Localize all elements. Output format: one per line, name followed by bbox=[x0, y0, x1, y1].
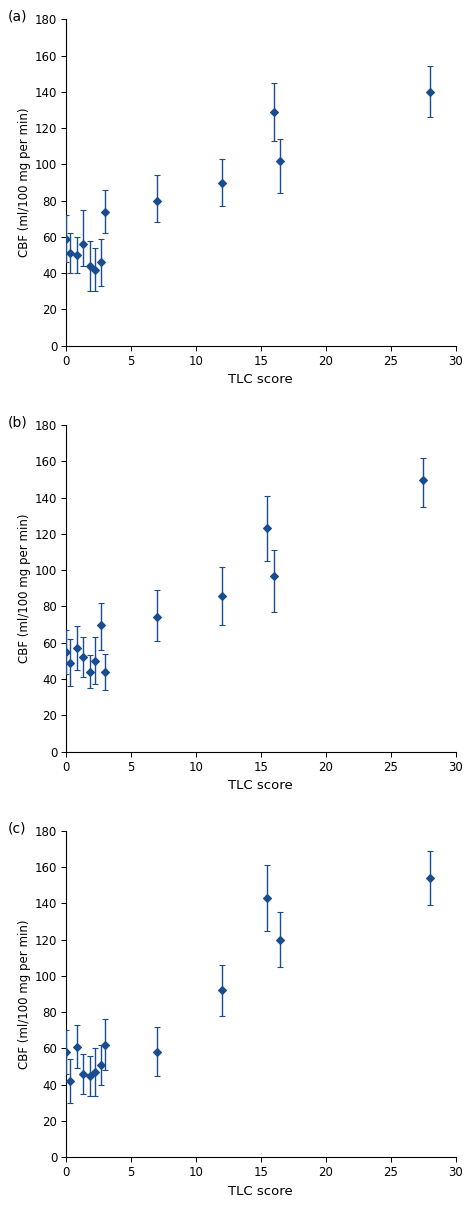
X-axis label: TLC score: TLC score bbox=[228, 779, 293, 792]
Y-axis label: CBF (ml/100 mg per min): CBF (ml/100 mg per min) bbox=[18, 108, 31, 258]
Y-axis label: CBF (ml/100 mg per min): CBF (ml/100 mg per min) bbox=[18, 514, 31, 663]
Y-axis label: CBF (ml/100 mg per min): CBF (ml/100 mg per min) bbox=[18, 919, 31, 1069]
X-axis label: TLC score: TLC score bbox=[228, 374, 293, 387]
Text: (b): (b) bbox=[8, 416, 27, 429]
Text: (a): (a) bbox=[8, 10, 27, 23]
Text: (c): (c) bbox=[8, 821, 27, 835]
X-axis label: TLC score: TLC score bbox=[228, 1185, 293, 1198]
